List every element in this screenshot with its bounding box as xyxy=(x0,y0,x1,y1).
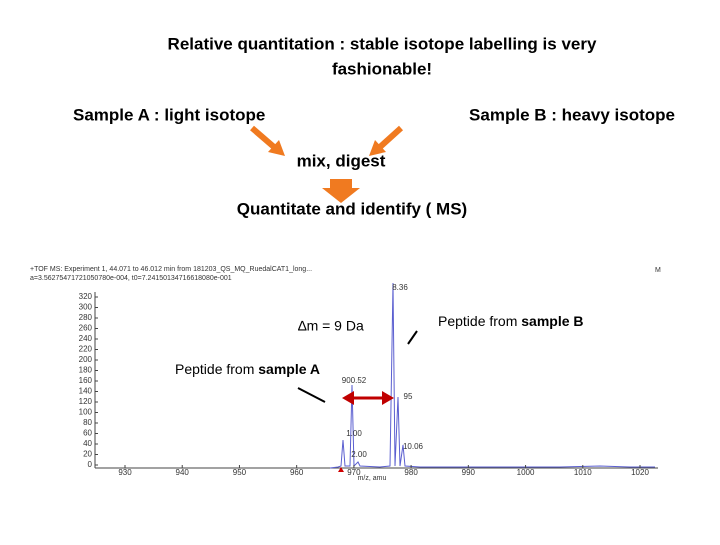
y-tick-label: 220 xyxy=(79,345,93,354)
sample-b: Sample B : heavy isotope xyxy=(469,105,675,124)
y-tick-label: 320 xyxy=(79,292,93,301)
spectrum-header: +TOF MS: Experiment 1, 44.071 to 46.012 … xyxy=(30,266,312,273)
x-tick-label: 930 xyxy=(118,468,132,477)
peak-label: 900.52 xyxy=(342,376,367,385)
y-tick-label: 20 xyxy=(83,450,92,459)
y-tick-label: 160 xyxy=(79,376,93,385)
peptide-b: Peptide from sample B xyxy=(438,313,584,329)
peak-label: 2.00 xyxy=(351,450,367,459)
spectrum-header: a=3.56275471721050780e-004, t0=7.2415013… xyxy=(30,275,232,282)
step: mix, digest xyxy=(297,151,386,170)
peptide-a: Peptide from sample A xyxy=(175,361,320,377)
x-tick-label: 970 xyxy=(347,468,361,477)
delta-label: ∆m = 9 Da xyxy=(298,318,364,334)
text: sample A xyxy=(258,361,320,377)
sample-a: Sample A : light isotope xyxy=(73,105,265,124)
x-tick-label: 990 xyxy=(462,468,476,477)
title-line: fashionable! xyxy=(332,59,432,78)
peak-label: 95 xyxy=(404,392,413,401)
text: Peptide from xyxy=(175,361,258,377)
x-tick-label: 1010 xyxy=(574,468,592,477)
text: Peptide from xyxy=(438,313,521,329)
y-tick-label: 180 xyxy=(79,366,93,375)
x-tick-label: 1020 xyxy=(631,468,649,477)
y-tick-label: 240 xyxy=(79,334,93,343)
y-tick-label: 40 xyxy=(83,439,92,448)
x-axis-label: m/z, amu xyxy=(358,475,387,482)
y-tick-label: 0 xyxy=(88,460,93,469)
x-tick-label: 960 xyxy=(290,468,304,477)
y-tick-label: 260 xyxy=(79,324,93,333)
y-tick-label: 140 xyxy=(79,387,93,396)
delta-arrow xyxy=(342,391,394,405)
y-tick-label: 80 xyxy=(83,418,92,427)
peak-label: 10.06 xyxy=(403,442,424,451)
x-tick-label: 940 xyxy=(176,468,190,477)
text: sample B xyxy=(521,313,583,329)
x-tick-label: 1000 xyxy=(517,468,535,477)
y-tick-label: 280 xyxy=(79,313,93,322)
y-tick-label: 300 xyxy=(79,303,93,312)
y-tick-label: 120 xyxy=(79,397,93,406)
y-tick-label: 100 xyxy=(79,408,93,417)
pointer xyxy=(407,330,418,345)
spectrum-corner: M xyxy=(655,267,661,274)
step: Quantitate and identify ( MS) xyxy=(237,199,467,218)
x-tick-label: 980 xyxy=(404,468,418,477)
title-line: Relative quantitation : stable isotope l… xyxy=(168,34,597,53)
peak-label: 1.00 xyxy=(346,429,362,438)
peaks xyxy=(329,282,655,469)
y-tick-label: 200 xyxy=(79,355,93,364)
spectrum: +TOF MS: Experiment 1, 44.071 to 46.012 … xyxy=(30,266,661,482)
pointer xyxy=(297,387,326,403)
x-tick-label: 950 xyxy=(233,468,247,477)
arrows xyxy=(250,125,404,203)
marker xyxy=(338,467,344,472)
y-tick-label: 60 xyxy=(83,429,92,438)
peak-label: 8.36 xyxy=(392,283,408,292)
